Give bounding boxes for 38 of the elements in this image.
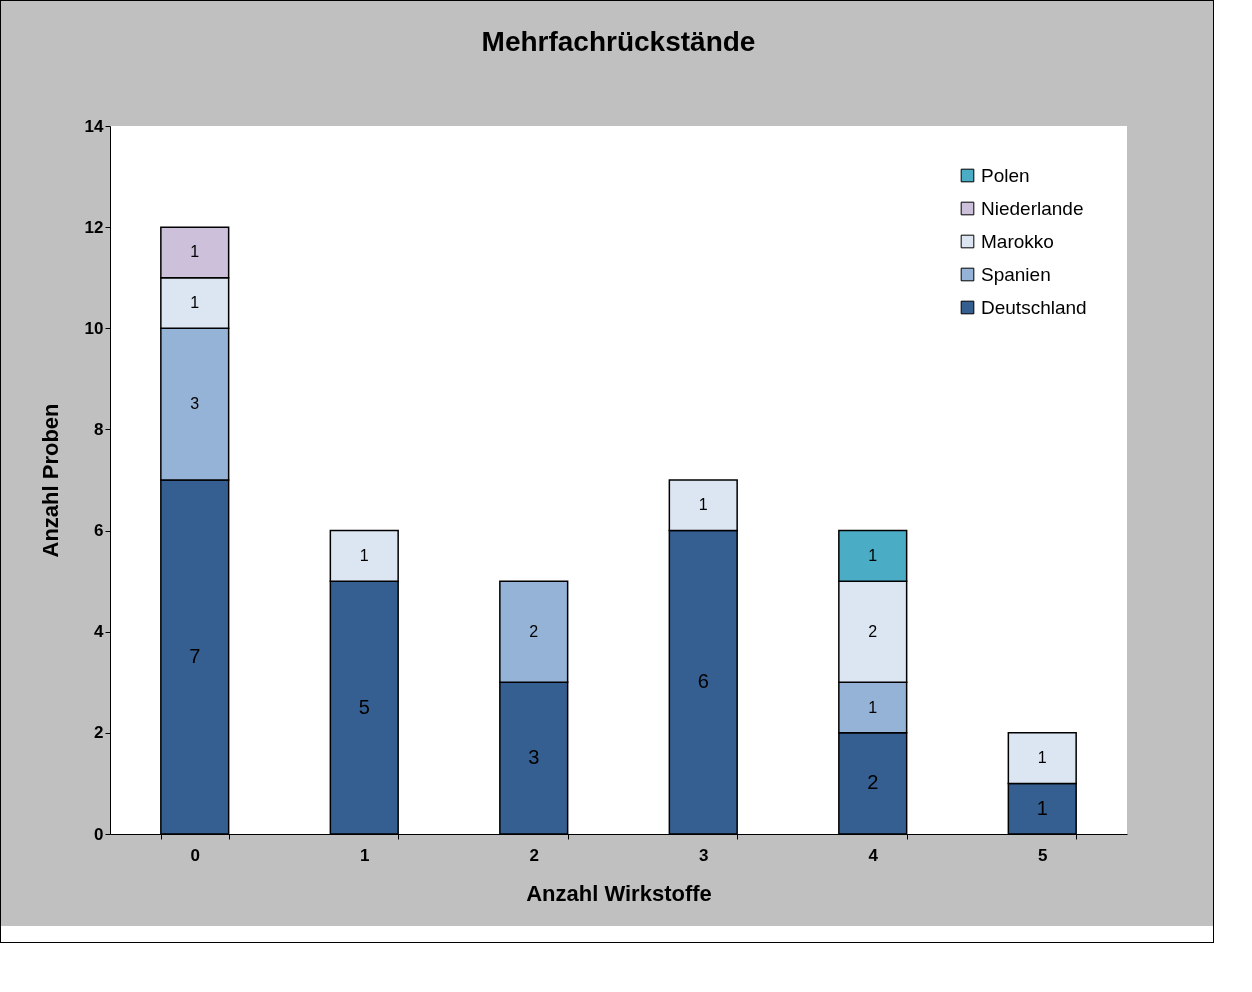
x-tick-label: 3 (699, 845, 709, 865)
y-tick-label: 10 (84, 318, 104, 338)
y-tick-label: 14 (84, 116, 105, 136)
legend-label: Polen (981, 164, 1030, 186)
data-label: 2 (529, 622, 539, 640)
data-label: 3 (528, 746, 540, 769)
data-label: 2 (867, 771, 879, 794)
data-label: 3 (190, 395, 200, 413)
y-tick-label: 4 (94, 622, 105, 642)
x-tick-label: 1 (360, 845, 370, 865)
data-label: 1 (1037, 749, 1047, 767)
legend-label: Spanien (981, 263, 1051, 285)
y-tick-label: 0 (94, 824, 104, 844)
data-label: 7 (189, 645, 201, 667)
legend-label: Niederlande (981, 197, 1084, 219)
data-label: 1 (868, 698, 878, 716)
y-tick-label: 12 (84, 217, 104, 237)
x-tick-label: 4 (868, 845, 879, 865)
x-tick-label: 2 (529, 845, 539, 865)
y-tick-label: 2 (94, 723, 104, 743)
data-label: 1 (190, 294, 200, 311)
data-label: 1 (190, 243, 200, 261)
data-label: 5 (358, 695, 370, 718)
data-label: 2 (868, 622, 878, 640)
legend-label: Marokko (981, 230, 1054, 252)
x-tick-label: 0 (190, 845, 200, 865)
data-label: 1 (698, 496, 708, 514)
data-label: 6 (697, 670, 709, 693)
chart-title: Mehrfachrückstände (481, 26, 756, 57)
x-axis-title: Anzahl Wirkstoffe (526, 880, 712, 906)
y-tick-label: 6 (94, 521, 104, 541)
y-axis-title: Anzahl Proben (37, 403, 63, 558)
data-label: 1 (1036, 796, 1048, 819)
y-tick-label: 8 (94, 419, 104, 439)
data-label: 1 (359, 546, 369, 564)
x-tick-label: 5 (1038, 845, 1048, 865)
data-label: 1 (868, 546, 878, 564)
legend-label: Deutschland (981, 296, 1087, 318)
